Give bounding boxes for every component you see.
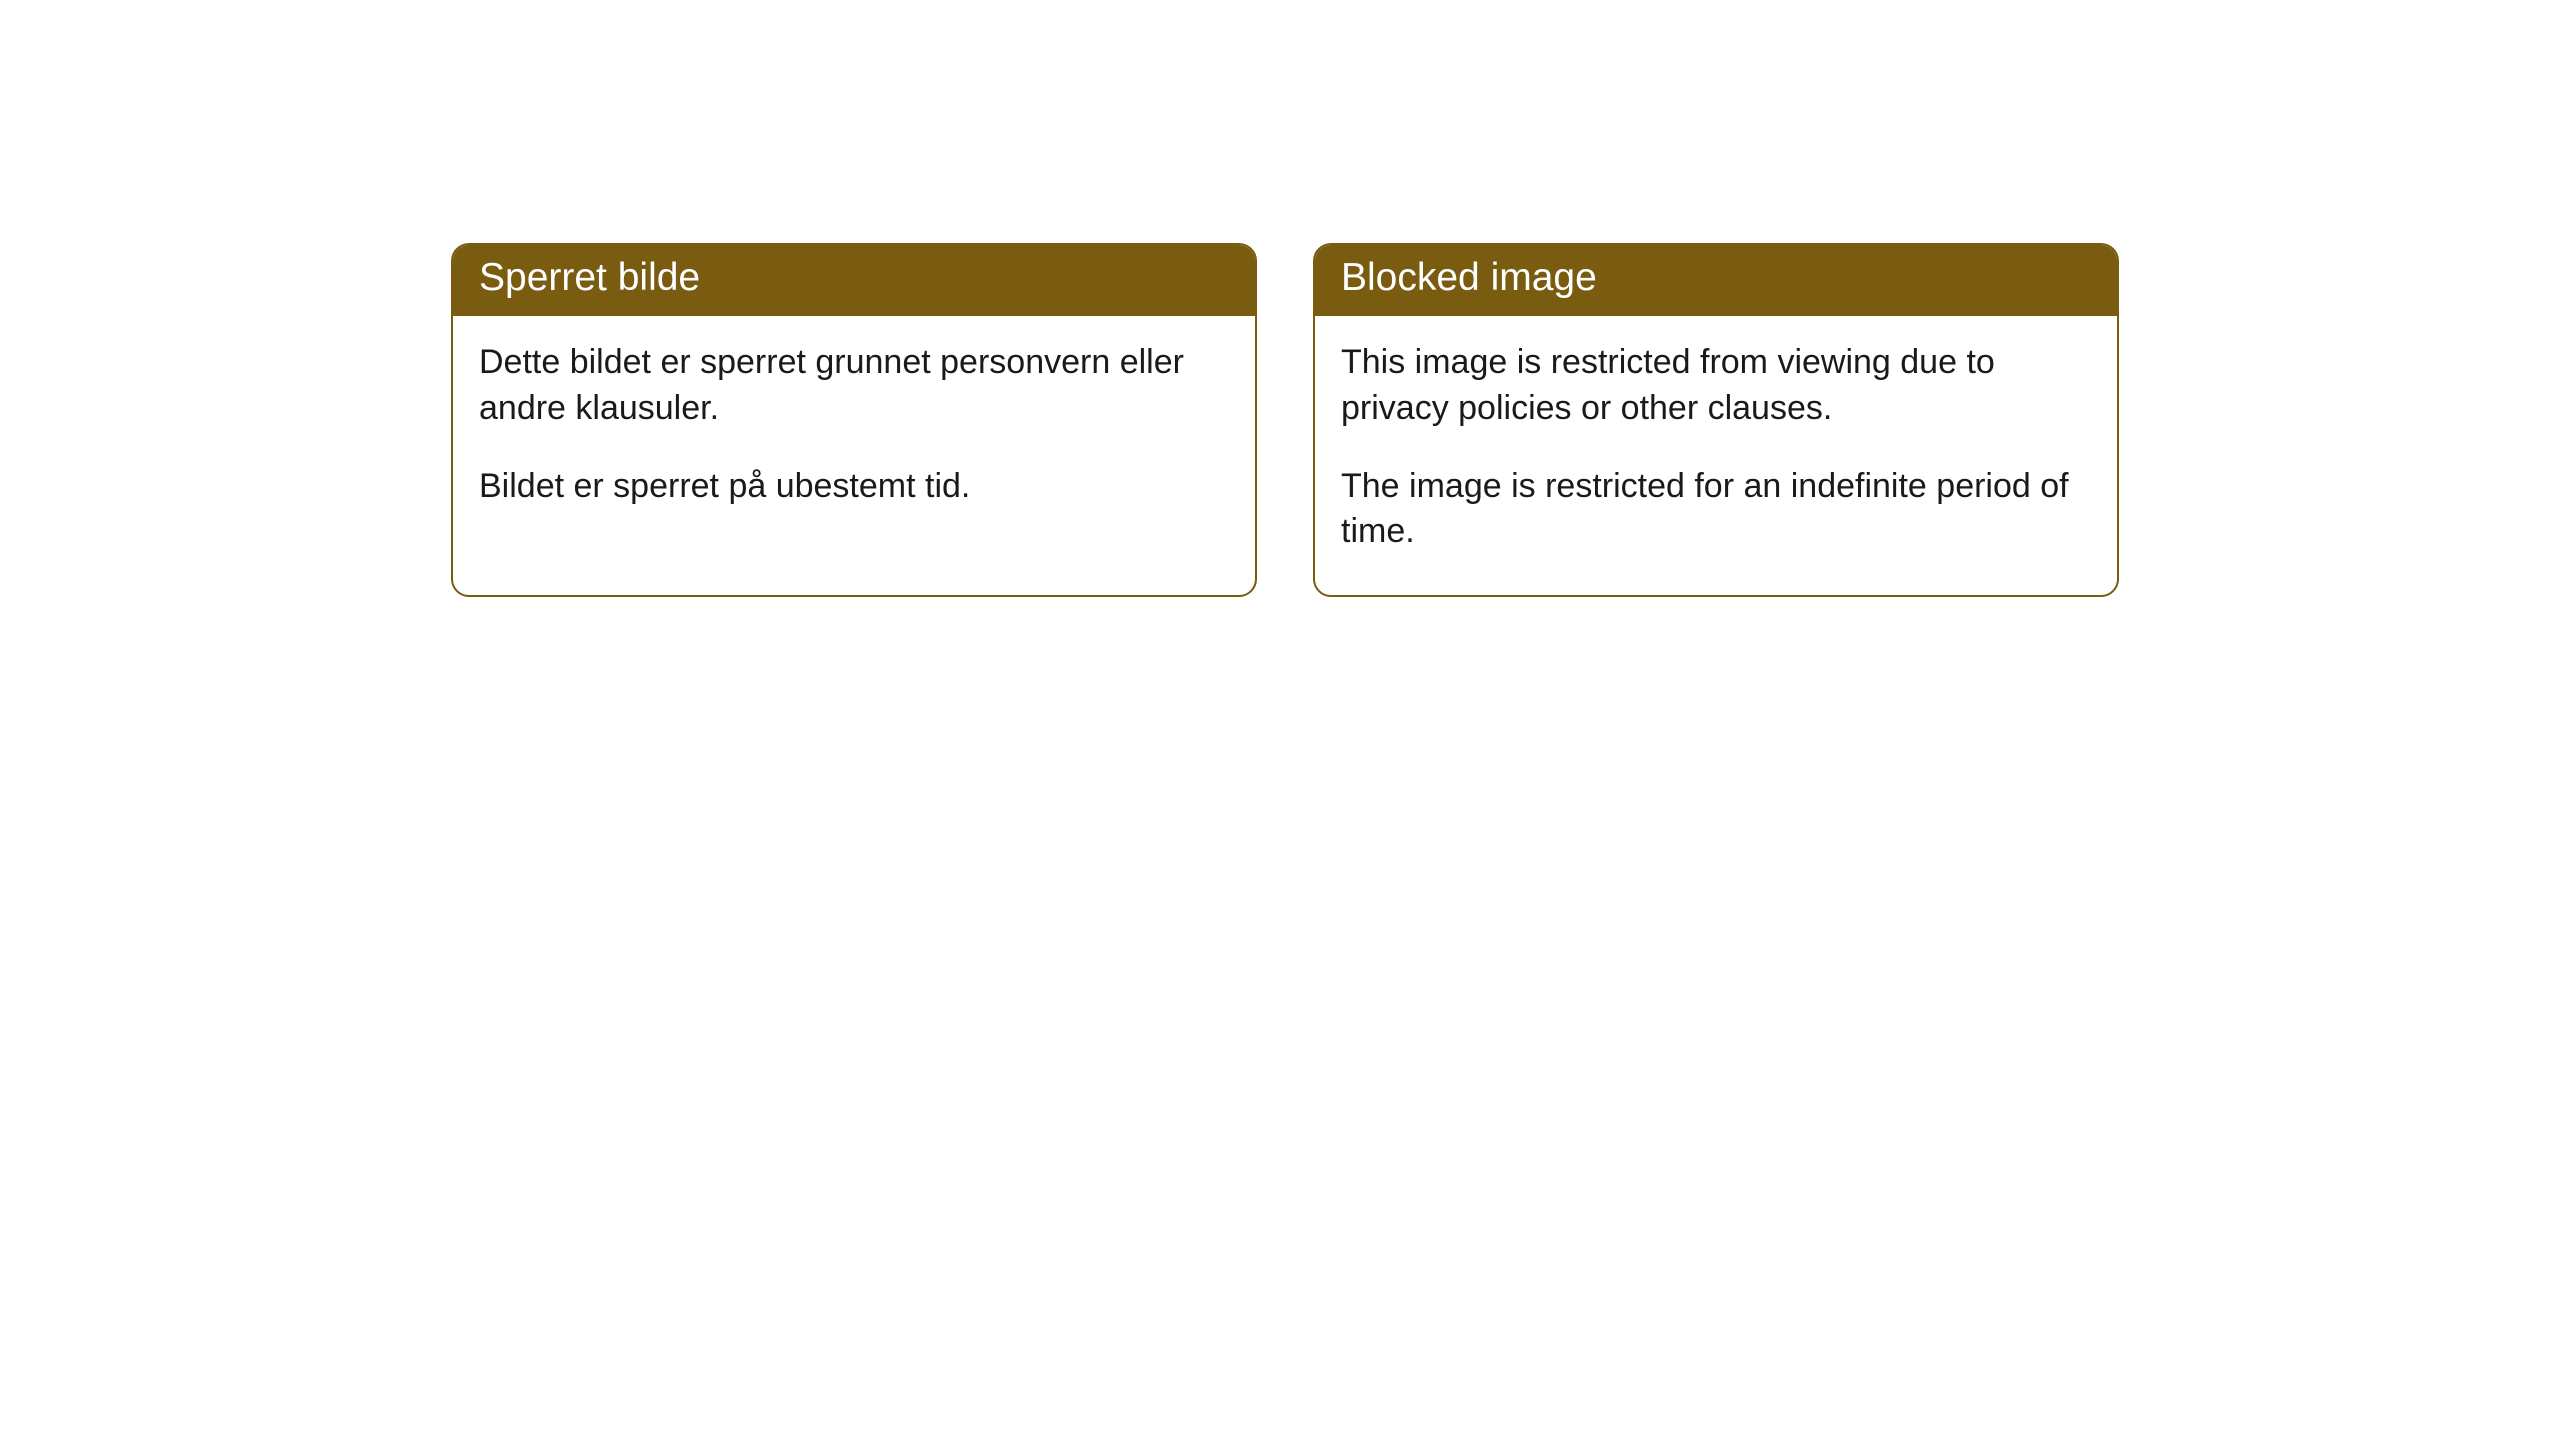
blocked-image-card-norwegian: Sperret bilde Dette bildet er sperret gr… (451, 243, 1257, 597)
card-paragraph: Bildet er sperret på ubestemt tid. (479, 464, 1229, 510)
card-header-norwegian: Sperret bilde (453, 245, 1255, 316)
blocked-image-card-english: Blocked image This image is restricted f… (1313, 243, 2119, 597)
card-body-english: This image is restricted from viewing du… (1315, 316, 2117, 596)
card-body-norwegian: Dette bildet er sperret grunnet personve… (453, 316, 1255, 550)
notice-container: Sperret bilde Dette bildet er sperret gr… (0, 0, 2560, 597)
card-paragraph: Dette bildet er sperret grunnet personve… (479, 340, 1229, 432)
card-paragraph: This image is restricted from viewing du… (1341, 340, 2091, 432)
card-paragraph: The image is restricted for an indefinit… (1341, 464, 2091, 556)
card-header-english: Blocked image (1315, 245, 2117, 316)
